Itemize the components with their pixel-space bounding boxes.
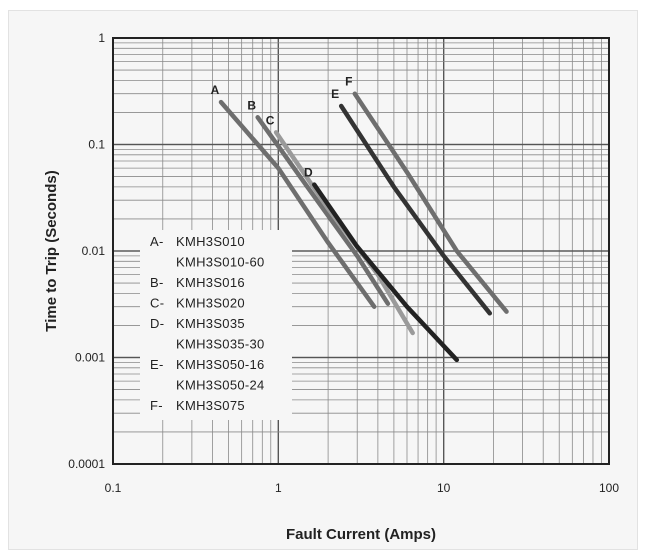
curve-labels: A BC D EF [211, 75, 353, 180]
series-curve-f [352, 91, 509, 314]
curves [218, 91, 509, 363]
legend-entry: KMH3S035 [176, 316, 245, 331]
legend-key: C- [150, 296, 164, 311]
legend-entry: KMH3S075 [176, 398, 245, 413]
legend-entry: KMH3S050-24 [176, 378, 265, 393]
legend-entry: KMH3S016 [176, 275, 245, 290]
y-tick-label: 0.1 [88, 138, 105, 152]
legend-entry: KMH3S020 [176, 296, 245, 311]
curve-label-b: B [247, 98, 256, 112]
legend-box [140, 230, 292, 420]
legend-entry: KMH3S050-16 [176, 357, 265, 372]
y-tick-label: 0.0001 [68, 457, 105, 471]
y-axis-title: Time to Trip (Seconds) [43, 170, 60, 331]
x-tick-label: 0.1 [105, 481, 122, 495]
x-axis-title: Fault Current (Amps) [286, 526, 436, 543]
legend-key: E- [150, 357, 164, 372]
series-curve-e [338, 103, 493, 316]
series-curve-b [255, 115, 391, 306]
plot-border [112, 37, 610, 465]
series-curve-d [312, 182, 460, 363]
curve-label-d: D [304, 166, 313, 180]
curve-label-a: A [211, 83, 220, 97]
x-tick-label: 100 [599, 481, 619, 495]
x-tick-label: 1 [275, 481, 282, 495]
legend-entry: KMH3S035-30 [176, 337, 265, 352]
curve-label-f: F [345, 75, 352, 89]
x-tick-label: 10 [437, 481, 451, 495]
tick-labels: 0.1 1 10 100 1 0.1 0.01 0.001 0.0001 [68, 31, 619, 495]
legend-key: F- [150, 398, 163, 413]
legend-key: A- [150, 234, 164, 249]
y-tick-label: 1 [98, 31, 105, 45]
legend-key: B- [150, 275, 164, 290]
y-tick-label: 0.001 [75, 351, 105, 365]
series-curve-a [218, 99, 377, 309]
curve-label-e: E [331, 87, 339, 101]
series-curve-c [273, 130, 415, 336]
legend: A- KMH3S010 KMH3S010-60 B- KMH3S016 C- KMH3S02… [140, 230, 292, 420]
legend-key: D- [150, 316, 164, 331]
curve-label-c: C [266, 113, 275, 127]
legend-entry: KMH3S010 [176, 234, 245, 249]
legend-entry: KMH3S010-60 [176, 255, 265, 270]
y-tick-label: 0.01 [82, 244, 106, 258]
